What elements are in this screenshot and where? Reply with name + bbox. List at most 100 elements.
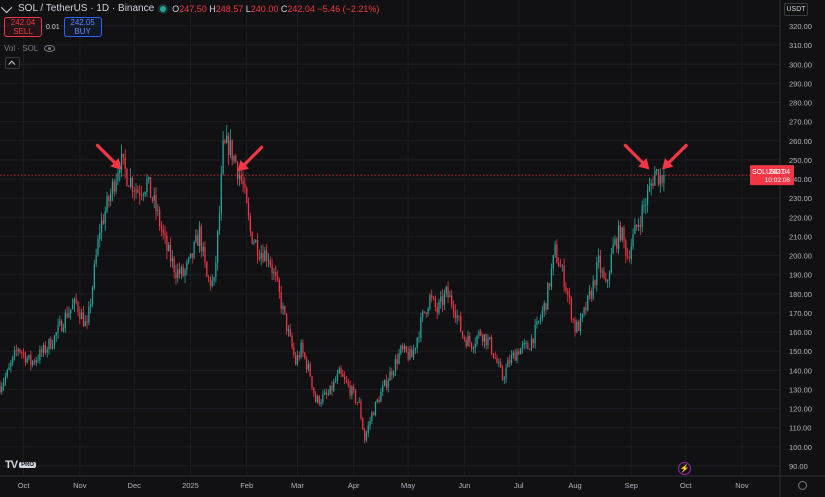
buy-button[interactable]: 242.05 BUY	[63, 17, 102, 37]
price-tick-label: 160.00	[789, 328, 812, 337]
price-tick-label: 170.00	[789, 309, 812, 318]
candle-body	[383, 379, 386, 386]
tradingview-logo[interactable]: TV PRO	[5, 459, 37, 471]
lightning-icon[interactable]: ⚡	[678, 462, 691, 475]
candle-body	[318, 396, 320, 404]
price-tick-label: 320.00	[789, 22, 812, 31]
candle-body	[320, 402, 322, 404]
time-tick-label: Nov	[73, 481, 87, 490]
candle-body	[552, 255, 554, 269]
candle-body	[160, 226, 163, 230]
candle-body	[247, 203, 250, 217]
time-axis[interactable]: Oct Nov Dec 2025 Feb Mar Apr May Jun Jul Aug Sep Oct…	[0, 475, 825, 490]
time-tick-label: Sep	[625, 481, 638, 490]
candle-body	[97, 238, 99, 255]
candle-body	[445, 287, 447, 294]
candle-body	[373, 412, 375, 416]
candle-body	[186, 262, 188, 270]
time-tick-label: May	[401, 481, 415, 490]
candle-body	[570, 298, 573, 320]
time-tick-label: Mar	[291, 481, 304, 490]
candle-body	[561, 265, 563, 267]
candle-body	[110, 193, 112, 202]
candle-body	[287, 329, 290, 332]
candle-body	[405, 346, 407, 352]
candle-body	[659, 175, 661, 185]
time-tick-label: Feb	[240, 481, 253, 490]
high-value: 248.57	[215, 3, 244, 14]
candle-body	[153, 195, 155, 201]
market-status-icon[interactable]	[160, 5, 167, 12]
candle-body	[22, 352, 25, 354]
candle-body	[284, 305, 286, 314]
candle-body	[558, 262, 560, 267]
volume-indicator-legend[interactable]: Vol · SOL	[4, 44, 56, 53]
eye-icon[interactable]	[44, 45, 56, 52]
candle-body	[1, 386, 3, 392]
candle-body	[554, 244, 556, 256]
candle-body	[293, 347, 295, 355]
candle-body	[416, 337, 418, 348]
candle-body	[131, 177, 134, 192]
candle-body	[273, 271, 275, 274]
candle-body	[539, 317, 542, 322]
buy-price: 242.05	[70, 18, 95, 27]
candle-body	[224, 140, 226, 144]
currency-selector[interactable]: USDT	[784, 3, 808, 16]
candle-body	[382, 385, 384, 392]
candle-body	[215, 262, 217, 278]
sell-label: SELL	[13, 27, 33, 36]
price-tick-label: 180.00	[789, 290, 812, 299]
candle-body	[213, 277, 215, 281]
sell-button[interactable]: 242.04 SELL	[4, 17, 42, 37]
candle-body	[280, 292, 282, 310]
candle-body	[574, 319, 576, 333]
logo-mark: TV	[5, 459, 18, 471]
candle-body	[452, 304, 455, 312]
candle-body	[344, 376, 346, 380]
time-tick-label: 2025	[182, 481, 199, 490]
candle-body	[489, 337, 491, 339]
candle-body	[483, 334, 485, 342]
candle-body	[46, 349, 48, 353]
candle-body	[238, 175, 241, 179]
candle-body	[267, 260, 270, 262]
price-axis[interactable]: 90.00 100.00 110.00 120.00 130.00 140.00 150.0…	[779, 0, 812, 497]
price-tick-label: 140.00	[789, 366, 812, 375]
candle-body	[327, 394, 329, 396]
candle-body	[505, 367, 507, 379]
candle-body	[70, 309, 72, 314]
candle-body	[90, 304, 92, 307]
volume-label: Vol · SOL	[4, 44, 39, 53]
time-tick-label: Nov	[735, 481, 749, 490]
candle-body	[643, 205, 645, 206]
gear-icon[interactable]	[798, 481, 807, 490]
candle-body	[422, 311, 424, 318]
candle-body	[338, 368, 340, 374]
symbol-title[interactable]: SOL / TetherUS · 1D · Binance	[18, 3, 155, 14]
candle-body	[285, 313, 288, 332]
collapse-legend-button[interactable]	[5, 57, 20, 69]
candle-body	[13, 350, 16, 357]
candle-body	[371, 412, 373, 421]
candle-body	[617, 225, 620, 249]
candle-body	[59, 320, 61, 325]
candle-body	[414, 347, 417, 350]
candle-body	[616, 239, 618, 249]
candle-body	[621, 227, 623, 241]
candle-body	[104, 211, 106, 224]
candle-body	[207, 276, 210, 278]
candle-body	[26, 358, 28, 363]
candle-body	[302, 342, 304, 353]
sell-price: 242.04	[10, 18, 36, 27]
candle-body	[349, 385, 351, 396]
candle-body	[458, 315, 460, 317]
candle-body	[135, 189, 137, 192]
candle-body	[601, 271, 603, 273]
candle-body	[262, 252, 264, 262]
candle-body	[149, 177, 152, 198]
candle-body	[24, 353, 27, 363]
candle-body	[572, 319, 574, 320]
candle-body	[650, 183, 652, 187]
